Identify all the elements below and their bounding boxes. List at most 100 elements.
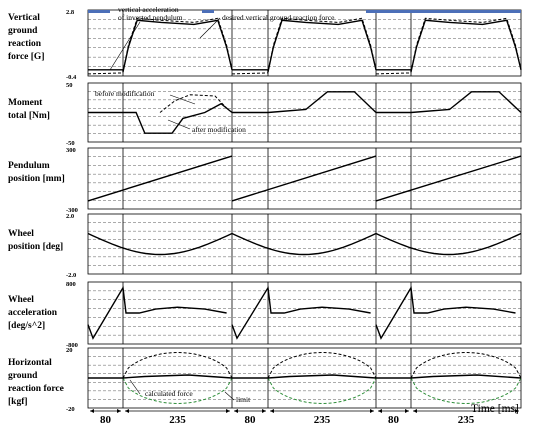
panel-4 bbox=[87, 213, 522, 275]
panel-frame bbox=[87, 347, 522, 409]
annotation-inverted-pendulum: of inverted pendulum bbox=[118, 13, 183, 22]
panel-label-line: [kgf] bbox=[8, 397, 28, 407]
series-desired-grf bbox=[87, 17, 233, 75]
panel-label-line: Wheel bbox=[8, 229, 34, 239]
series-limit-lower bbox=[410, 377, 522, 405]
segment-arrowhead bbox=[234, 409, 238, 413]
annotation-vertical-acceleration: vertical acceleration bbox=[118, 5, 179, 14]
annotation-calculated-force: calculated force bbox=[145, 389, 193, 398]
panel-label-line: [deg/s^2] bbox=[8, 321, 45, 331]
phase-bar bbox=[88, 10, 110, 13]
panel-label-line: ground bbox=[8, 371, 38, 381]
series-wheel-acceleration bbox=[375, 285, 516, 340]
segment-arrowhead bbox=[125, 409, 129, 413]
panel-label-line: Horizontal bbox=[8, 358, 52, 368]
panel-label-line: reaction force bbox=[8, 384, 64, 394]
segment-arrowhead bbox=[262, 409, 266, 413]
segment-label: 235 bbox=[458, 414, 475, 425]
series-pendulum-position bbox=[231, 155, 377, 202]
segment-arrowhead bbox=[226, 409, 230, 413]
x-axis-label: Time [ms] bbox=[471, 403, 519, 415]
segment-arrowhead bbox=[378, 409, 382, 413]
panel-label-line: Wheel bbox=[8, 295, 34, 305]
series-wheel-position bbox=[231, 232, 377, 256]
series-after-modification bbox=[88, 102, 233, 134]
series-limit-lower bbox=[267, 377, 377, 405]
series-limit-upper bbox=[410, 351, 522, 379]
series-calculated-force bbox=[232, 374, 377, 379]
panel-5 bbox=[87, 281, 522, 345]
series-wheel-acceleration bbox=[87, 285, 227, 340]
annotation-limit: limit bbox=[236, 395, 251, 404]
series-vertical-acceleration bbox=[232, 19, 377, 73]
panel-3 bbox=[87, 147, 522, 210]
panel-label-line: position [mm] bbox=[8, 174, 65, 184]
series-limit-upper bbox=[267, 351, 377, 379]
annotation-after-modification: after modification bbox=[192, 125, 246, 134]
leader-line bbox=[169, 94, 196, 105]
annotation-before-modification: before modification bbox=[95, 89, 155, 98]
panel-label-line: reaction bbox=[8, 39, 42, 49]
y-min-tick: -20 bbox=[66, 406, 75, 413]
series-wheel-position bbox=[87, 232, 233, 256]
panel-label-line: Pendulum bbox=[8, 161, 50, 171]
phase-bar bbox=[366, 10, 521, 13]
panel-label-line: acceleration bbox=[8, 308, 58, 318]
series-vertical-acceleration bbox=[88, 19, 233, 73]
series-desired-grf bbox=[375, 17, 522, 75]
segment-arrowhead bbox=[270, 409, 274, 413]
panel-label-line: total [Nm] bbox=[8, 111, 50, 121]
y-max-tick: 2.0 bbox=[66, 213, 74, 220]
leader-line bbox=[129, 379, 141, 395]
y-min-tick: -0.4 bbox=[66, 74, 77, 81]
panel-label-line: Moment bbox=[8, 98, 43, 108]
series-limit-upper bbox=[122, 351, 233, 379]
segment-arrowhead bbox=[117, 409, 121, 413]
y-min-tick: -50 bbox=[66, 140, 75, 147]
panel-6 bbox=[87, 347, 522, 409]
panel-frame bbox=[87, 213, 522, 275]
phase-bar bbox=[202, 10, 214, 13]
leader-line bbox=[199, 17, 221, 39]
segment-label: 80 bbox=[100, 414, 112, 425]
series-wheel-position bbox=[375, 232, 522, 256]
y-min-tick: -300 bbox=[66, 207, 78, 214]
panel-1 bbox=[87, 9, 522, 77]
series-vertical-acceleration bbox=[376, 19, 522, 73]
panel-label-line: Vertical bbox=[8, 13, 40, 23]
series-pendulum-position bbox=[375, 155, 522, 202]
series-after-modification bbox=[232, 91, 377, 114]
panel-frame bbox=[87, 281, 522, 345]
segment-label: 235 bbox=[314, 414, 331, 425]
y-max-tick: 800 bbox=[66, 281, 76, 288]
annotation-desired-force: desired vertical ground reaction force bbox=[222, 13, 335, 22]
segment-label: 235 bbox=[169, 414, 186, 425]
segment-arrowhead bbox=[413, 409, 417, 413]
segment-arrowhead bbox=[405, 409, 409, 413]
segment-arrowhead bbox=[90, 409, 94, 413]
y-max-tick: 2.8 bbox=[66, 9, 75, 16]
series-after-modification bbox=[376, 91, 522, 114]
y-max-tick: 300 bbox=[66, 147, 76, 154]
panel-frame bbox=[87, 147, 522, 210]
series-limit-lower bbox=[122, 377, 233, 405]
panel-label-line: force [G] bbox=[8, 52, 44, 62]
segment-arrowhead bbox=[515, 409, 519, 413]
y-min-tick: -800 bbox=[66, 342, 78, 349]
leader-line bbox=[109, 21, 141, 71]
leader-line bbox=[167, 119, 191, 130]
panel-frame bbox=[87, 9, 522, 77]
series-calculated-force bbox=[88, 374, 233, 379]
series-pendulum-position bbox=[87, 155, 233, 202]
panel-label-line: position [deg] bbox=[8, 242, 63, 252]
panel-label-line: ground bbox=[8, 26, 38, 36]
series-wheel-acceleration bbox=[231, 285, 371, 340]
series-calculated-force bbox=[376, 374, 522, 379]
segment-arrowhead bbox=[370, 409, 374, 413]
series-before-modification bbox=[159, 94, 229, 113]
segment-label: 80 bbox=[388, 414, 400, 425]
segment-label: 80 bbox=[245, 414, 257, 425]
y-max-tick: 50 bbox=[66, 82, 73, 89]
